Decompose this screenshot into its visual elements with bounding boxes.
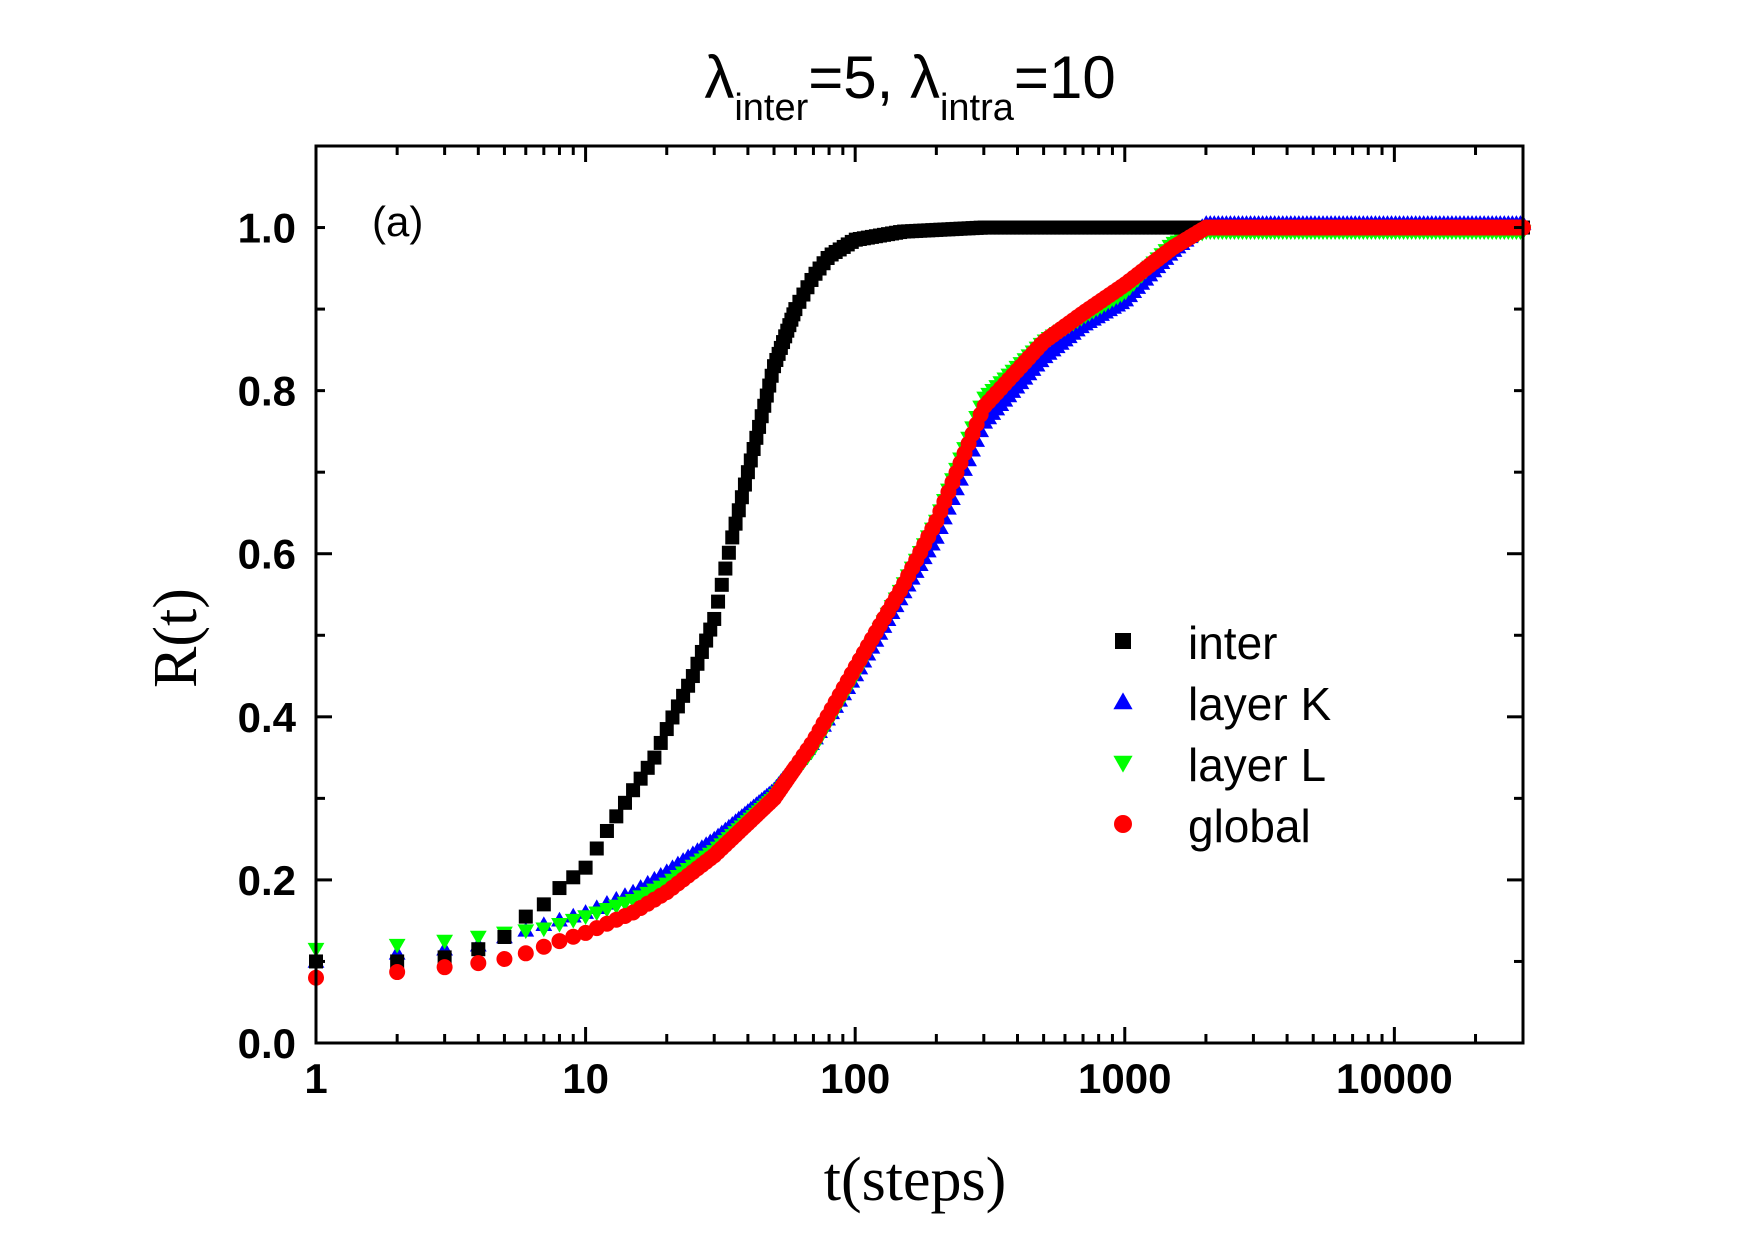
legend-label: layer L — [1188, 739, 1326, 791]
data-point — [653, 735, 668, 750]
data-point — [551, 917, 568, 933]
title-value-1: =5, — [808, 44, 910, 111]
data-point — [577, 910, 594, 926]
data-point — [518, 909, 533, 924]
data-point — [436, 934, 454, 950]
data-point — [721, 545, 736, 560]
legend-item: layer K — [1113, 678, 1331, 730]
panel-label: (a) — [372, 198, 423, 245]
data-point — [647, 750, 662, 765]
data-point — [497, 929, 512, 944]
data-point — [536, 897, 551, 912]
data-point — [711, 594, 726, 609]
legend-marker — [1113, 692, 1133, 710]
data-point — [746, 442, 761, 457]
data-point — [471, 942, 486, 957]
data-point — [535, 922, 553, 938]
data-point — [609, 809, 624, 824]
data-point — [517, 924, 535, 940]
data-point — [633, 771, 648, 786]
data-point — [665, 710, 680, 725]
legend-item: global — [1114, 800, 1311, 852]
data-point — [714, 577, 729, 592]
title-lambda-2: λ — [910, 44, 940, 111]
series-layer — [307, 215, 1532, 986]
y-tick-label: 0.6 — [238, 531, 296, 578]
x-tick-label: 1 — [304, 1055, 327, 1102]
data-point — [685, 669, 700, 684]
data-point — [551, 933, 568, 950]
series-layer-K — [307, 215, 1532, 968]
data-point — [535, 938, 552, 955]
legend-label: global — [1188, 800, 1311, 852]
legend-item: layer L — [1113, 739, 1326, 791]
title-value-2: =10 — [1014, 44, 1116, 111]
data-point — [517, 945, 534, 962]
data-point — [752, 419, 767, 434]
data-point — [707, 611, 722, 626]
x-tick-label: 1000 — [1078, 1055, 1171, 1102]
data-point — [699, 633, 714, 648]
axes-layer: 0.0 0.2 0.4 0.6 0.8 1.0 1 10 100 1000 10000 — [238, 144, 1525, 1102]
x-axis-title: t(steps) — [824, 1146, 1007, 1214]
data-point — [725, 530, 740, 545]
series-layer-L — [307, 225, 1532, 958]
legend-label: inter — [1188, 617, 1277, 669]
data-point — [728, 516, 743, 531]
title-subscript-1: inter — [734, 87, 808, 129]
data-point — [552, 881, 567, 896]
x-tick-label: 100 — [820, 1055, 890, 1102]
data-point — [659, 722, 674, 737]
data-point — [578, 860, 593, 875]
data-point — [670, 699, 685, 714]
data-point — [389, 964, 406, 981]
data-point — [734, 490, 749, 505]
legend-marker — [1113, 755, 1133, 773]
data-point — [740, 465, 755, 480]
y-tick-label: 0.8 — [238, 368, 296, 415]
legend-marker — [1115, 633, 1131, 649]
data-point — [566, 870, 581, 885]
y-tick-label: 0.4 — [238, 694, 297, 741]
x-tick-label: 10000 — [1336, 1055, 1453, 1102]
data-point — [626, 783, 641, 798]
x-tick-label: 10 — [562, 1055, 609, 1102]
data-point — [470, 955, 487, 972]
data-point — [599, 823, 614, 838]
plot-frame — [314, 144, 1525, 1045]
data-point — [469, 930, 487, 946]
data-point — [694, 644, 709, 659]
data-point — [598, 902, 616, 918]
data-point — [703, 622, 718, 637]
data-point — [690, 656, 705, 671]
data-point — [565, 928, 582, 945]
data-point — [589, 841, 604, 856]
chart-title: λinter=5, λintra=10 — [704, 44, 1115, 129]
data-point — [617, 795, 632, 810]
y-axis-title: R(t) — [142, 588, 210, 688]
data-point — [737, 477, 752, 492]
data-point — [388, 938, 406, 954]
title-lambda-1: λ — [704, 44, 734, 111]
data-point — [588, 906, 606, 922]
data-point — [749, 430, 764, 445]
data-point — [743, 453, 758, 468]
y-tick-label: 0.0 — [238, 1020, 296, 1067]
data-point — [436, 959, 453, 976]
series-global — [308, 219, 1531, 986]
legend-item: inter — [1115, 617, 1277, 669]
data-point — [718, 561, 733, 576]
series-inter — [309, 220, 1530, 969]
y-tick-label: 0.2 — [238, 857, 296, 904]
data-point — [564, 913, 582, 929]
title-subscript-2: intra — [940, 87, 1015, 129]
legend-marker — [1114, 815, 1132, 833]
data-point — [731, 503, 746, 518]
legend: inter layer K layer L global — [1113, 617, 1331, 852]
legend-label: layer K — [1188, 678, 1331, 730]
data-point — [496, 951, 513, 968]
y-tick-label: 1.0 — [238, 205, 296, 252]
